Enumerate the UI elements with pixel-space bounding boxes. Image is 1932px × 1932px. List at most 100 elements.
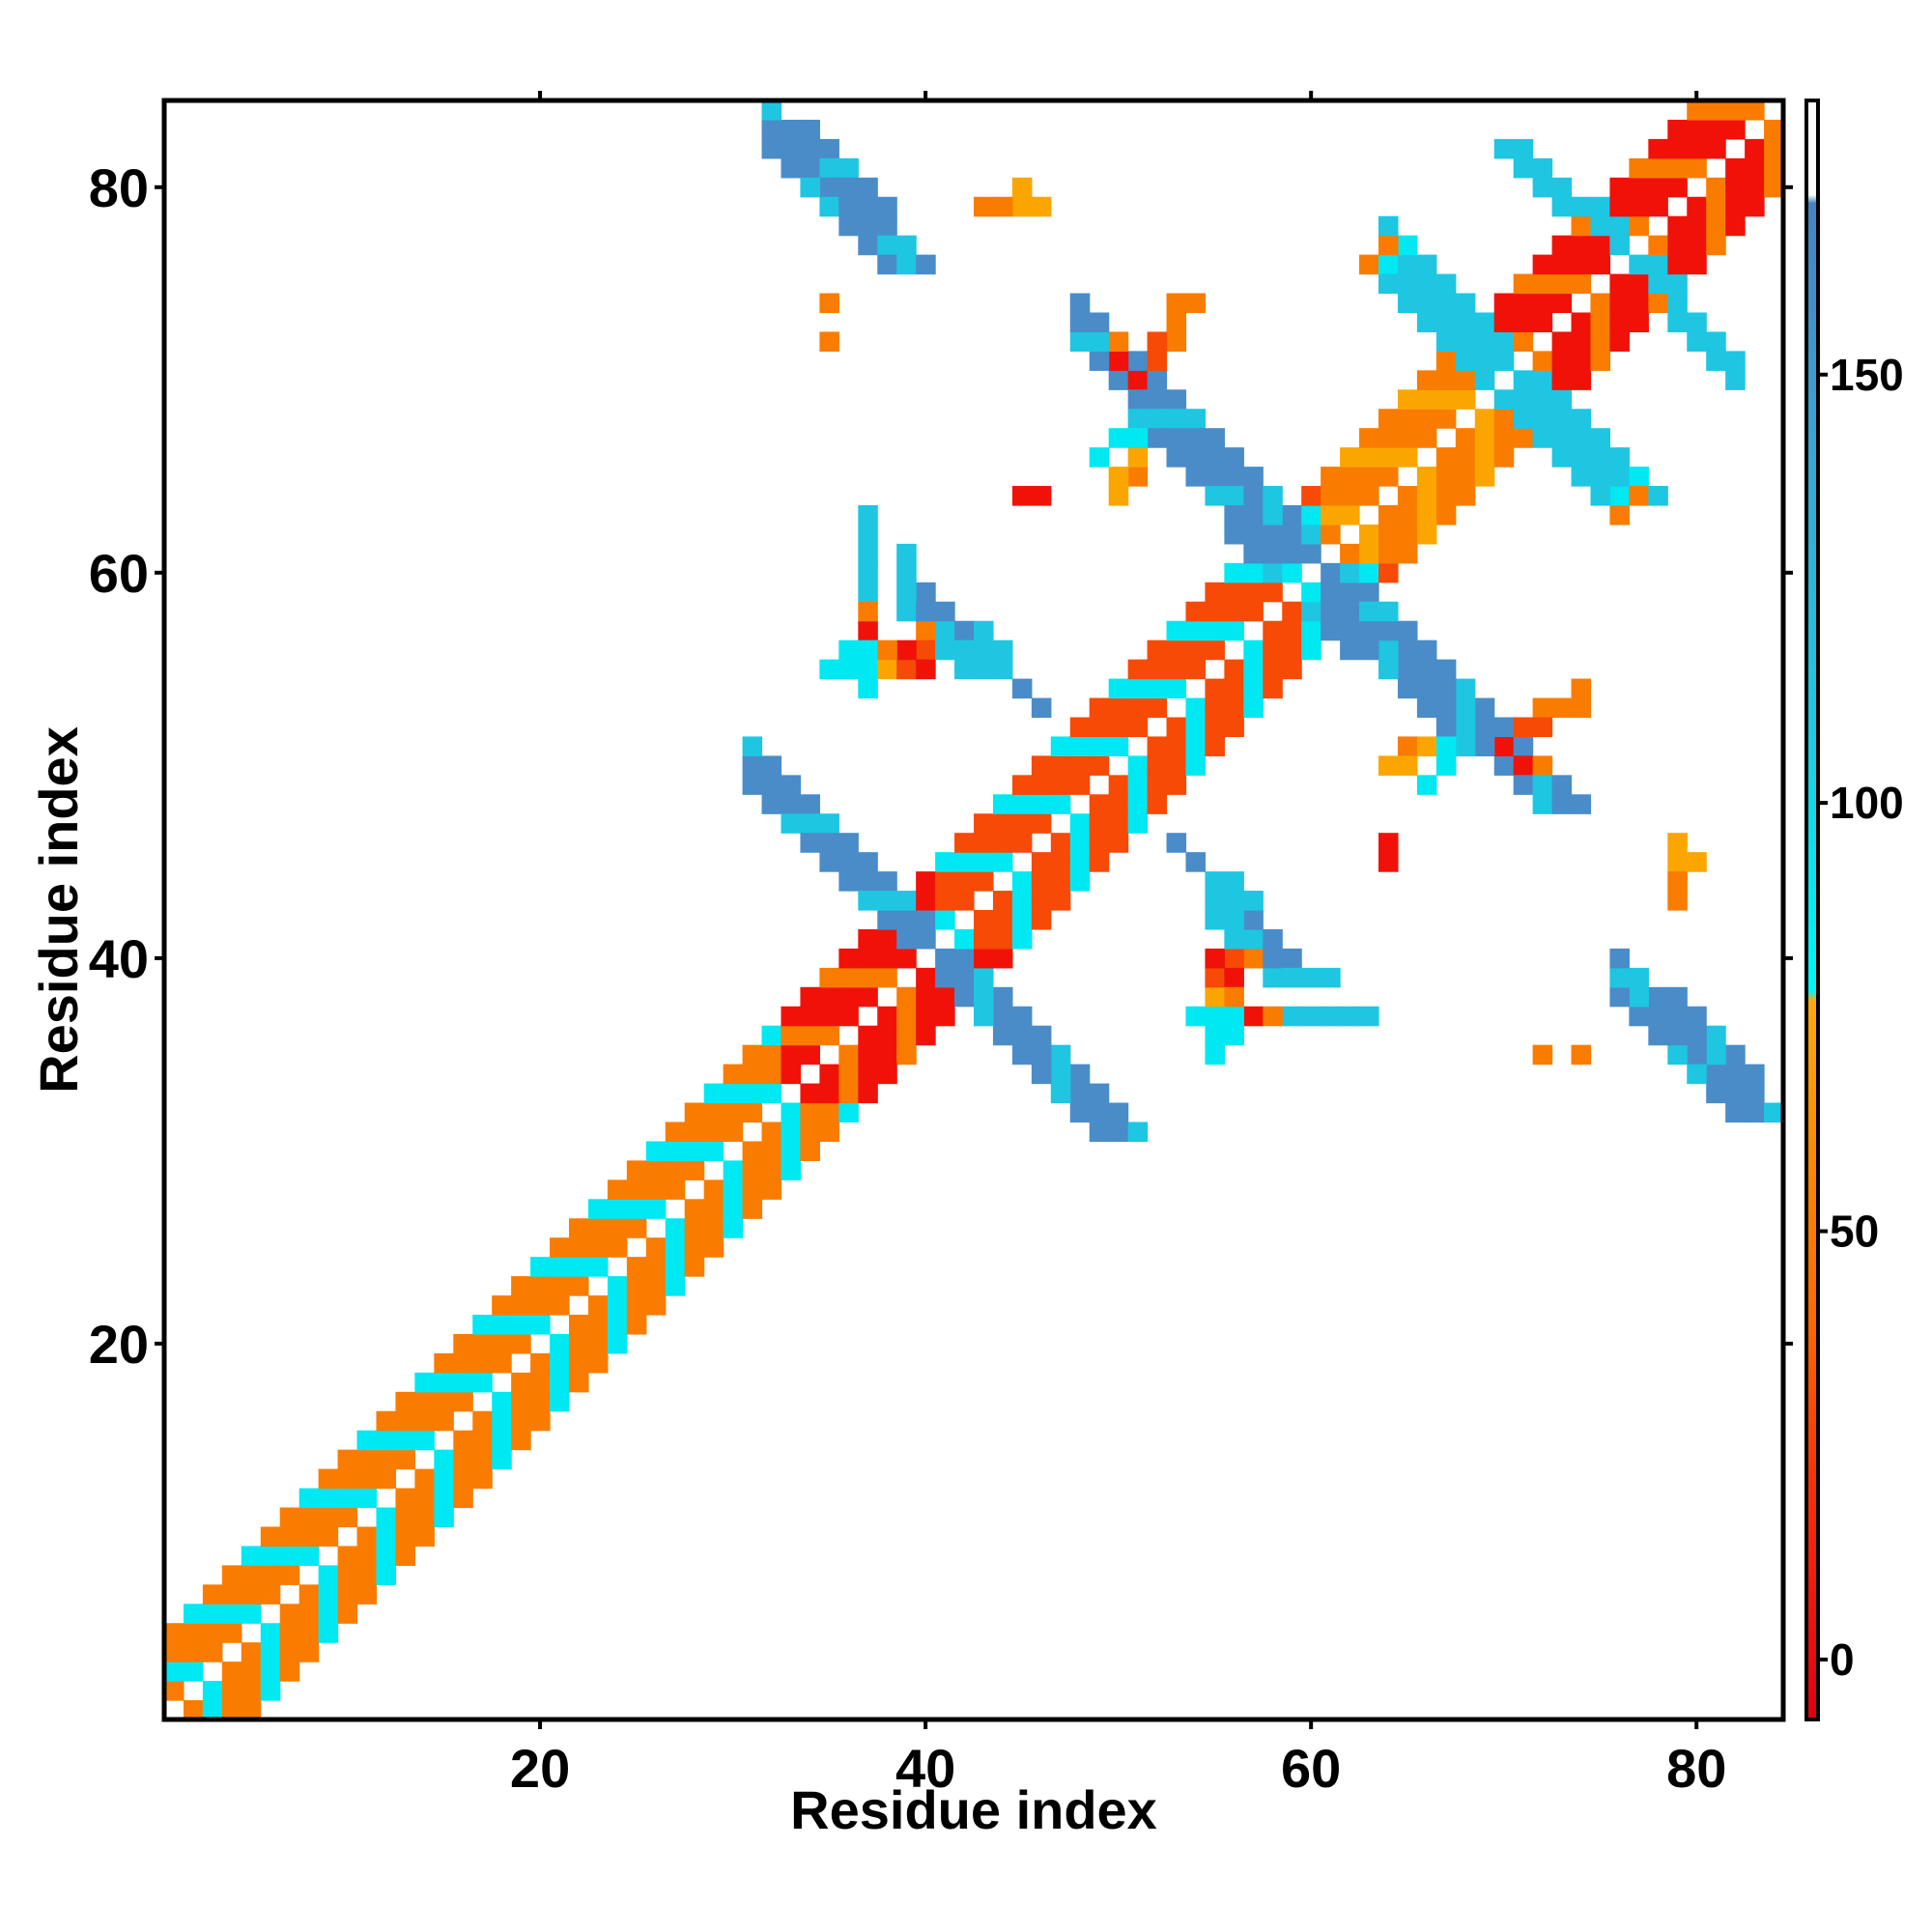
heatmap-cell bbox=[819, 157, 839, 179]
heatmap-cell bbox=[569, 1372, 589, 1393]
heatmap-cell bbox=[492, 1410, 512, 1432]
heatmap-cell bbox=[1667, 833, 1688, 853]
heatmap-cell bbox=[1513, 736, 1534, 756]
heatmap-cell bbox=[781, 157, 802, 179]
heatmap-cell bbox=[1609, 196, 1630, 217]
heatmap-cell bbox=[1147, 775, 1168, 795]
heatmap-cell bbox=[645, 1257, 667, 1277]
heatmap-cell bbox=[1397, 678, 1418, 699]
heatmap-cell bbox=[414, 1526, 435, 1548]
heatmap-cell bbox=[1648, 196, 1668, 217]
heatmap-cell bbox=[1069, 755, 1091, 776]
heatmap-cell bbox=[838, 639, 859, 661]
heatmap-cell bbox=[1243, 486, 1264, 506]
heatmap-cell bbox=[1416, 486, 1437, 506]
heatmap-cell bbox=[992, 928, 1013, 950]
heatmap-cell bbox=[665, 1276, 686, 1296]
heatmap-cell bbox=[742, 775, 763, 795]
heatmap-cell bbox=[1667, 157, 1688, 179]
heatmap-cell bbox=[896, 601, 917, 622]
heatmap-cell bbox=[954, 639, 975, 661]
heatmap-cell bbox=[337, 1565, 358, 1585]
heatmap-cell bbox=[1706, 1044, 1726, 1065]
colorbar-tick-label: 100 bbox=[1830, 778, 1904, 828]
heatmap-cell bbox=[1571, 196, 1592, 217]
heatmap-cell bbox=[1493, 409, 1515, 429]
heatmap-cell bbox=[916, 928, 936, 950]
heatmap-cell bbox=[1667, 177, 1688, 198]
heatmap-cell bbox=[858, 659, 878, 680]
heatmap-cell bbox=[1147, 351, 1168, 371]
heatmap-cell bbox=[1629, 196, 1649, 217]
heatmap-cell bbox=[1359, 467, 1379, 487]
heatmap-cell bbox=[279, 1623, 300, 1643]
heatmap-cell bbox=[1416, 505, 1437, 526]
heatmap-cell bbox=[877, 910, 897, 930]
heatmap-cell bbox=[858, 852, 878, 872]
heatmap-cell bbox=[1243, 582, 1264, 603]
heatmap-cell bbox=[684, 1257, 705, 1277]
heatmap-cell bbox=[1050, 1083, 1071, 1104]
heatmap-cell bbox=[1435, 447, 1457, 468]
heatmap-cell bbox=[1706, 196, 1726, 217]
heatmap-cell bbox=[1224, 601, 1244, 622]
heatmap-cell bbox=[1205, 697, 1225, 719]
y-tick-label: 60 bbox=[89, 543, 149, 604]
heatmap-cell bbox=[1532, 775, 1553, 795]
heatmap-cell bbox=[1745, 138, 1765, 159]
heatmap-cell bbox=[1474, 331, 1495, 352]
heatmap-cell bbox=[395, 1526, 415, 1548]
heatmap-cell bbox=[453, 1333, 473, 1354]
heatmap-cell bbox=[298, 1604, 320, 1624]
heatmap-cell bbox=[1435, 312, 1457, 333]
heatmap-cell bbox=[1031, 852, 1052, 872]
heatmap-cell bbox=[1282, 543, 1302, 564]
heatmap-cell bbox=[1551, 447, 1573, 468]
heatmap-cell bbox=[781, 119, 802, 140]
heatmap-cell bbox=[935, 620, 955, 641]
heatmap-cell bbox=[992, 794, 1013, 814]
heatmap-cell bbox=[858, 562, 878, 583]
heatmap-cell bbox=[1127, 813, 1149, 834]
heatmap-cell bbox=[1301, 543, 1321, 564]
heatmap-cell bbox=[703, 1179, 724, 1200]
heatmap-cell bbox=[1031, 196, 1052, 217]
heatmap-cell bbox=[337, 1584, 358, 1605]
heatmap-cell bbox=[1397, 505, 1418, 526]
heatmap-cell bbox=[434, 1488, 454, 1509]
heatmap-cell bbox=[1185, 447, 1207, 468]
heatmap-cell bbox=[1127, 717, 1149, 738]
heatmap-cell bbox=[1764, 138, 1784, 159]
heatmap-cell bbox=[1166, 833, 1187, 853]
heatmap-cell bbox=[1069, 331, 1091, 352]
heatmap-cell bbox=[1321, 562, 1341, 583]
heatmap-cell bbox=[1745, 157, 1765, 179]
heatmap-cell bbox=[1282, 524, 1302, 545]
heatmap-cell bbox=[935, 639, 955, 661]
heatmap-cell bbox=[935, 1006, 955, 1027]
heatmap-cell bbox=[1089, 736, 1110, 756]
heatmap-cell bbox=[1378, 639, 1399, 661]
heatmap-cell bbox=[1571, 409, 1592, 429]
heatmap-cell bbox=[1571, 351, 1592, 371]
heatmap-cell bbox=[819, 293, 839, 314]
heatmap-cell bbox=[781, 1141, 802, 1161]
heatmap-cell bbox=[1648, 1025, 1668, 1046]
heatmap-cell bbox=[1474, 351, 1495, 371]
heatmap-cell bbox=[954, 891, 975, 911]
heatmap-cell bbox=[607, 1199, 628, 1219]
heatmap-cell bbox=[800, 157, 820, 179]
heatmap-cell bbox=[1205, 967, 1225, 988]
heatmap-cell bbox=[1687, 254, 1707, 275]
heatmap-cell bbox=[607, 1315, 628, 1335]
heatmap-cell bbox=[1455, 312, 1476, 333]
heatmap-cell bbox=[453, 1468, 473, 1490]
heatmap-cell bbox=[1474, 717, 1495, 738]
heatmap-cell bbox=[781, 1044, 802, 1065]
heatmap-cell bbox=[1011, 486, 1033, 506]
heatmap-cell bbox=[935, 852, 955, 872]
heatmap-cell bbox=[1340, 447, 1360, 468]
heatmap-cell bbox=[1263, 639, 1283, 661]
heatmap-cell bbox=[1687, 138, 1707, 159]
heatmap-cell bbox=[858, 235, 878, 256]
